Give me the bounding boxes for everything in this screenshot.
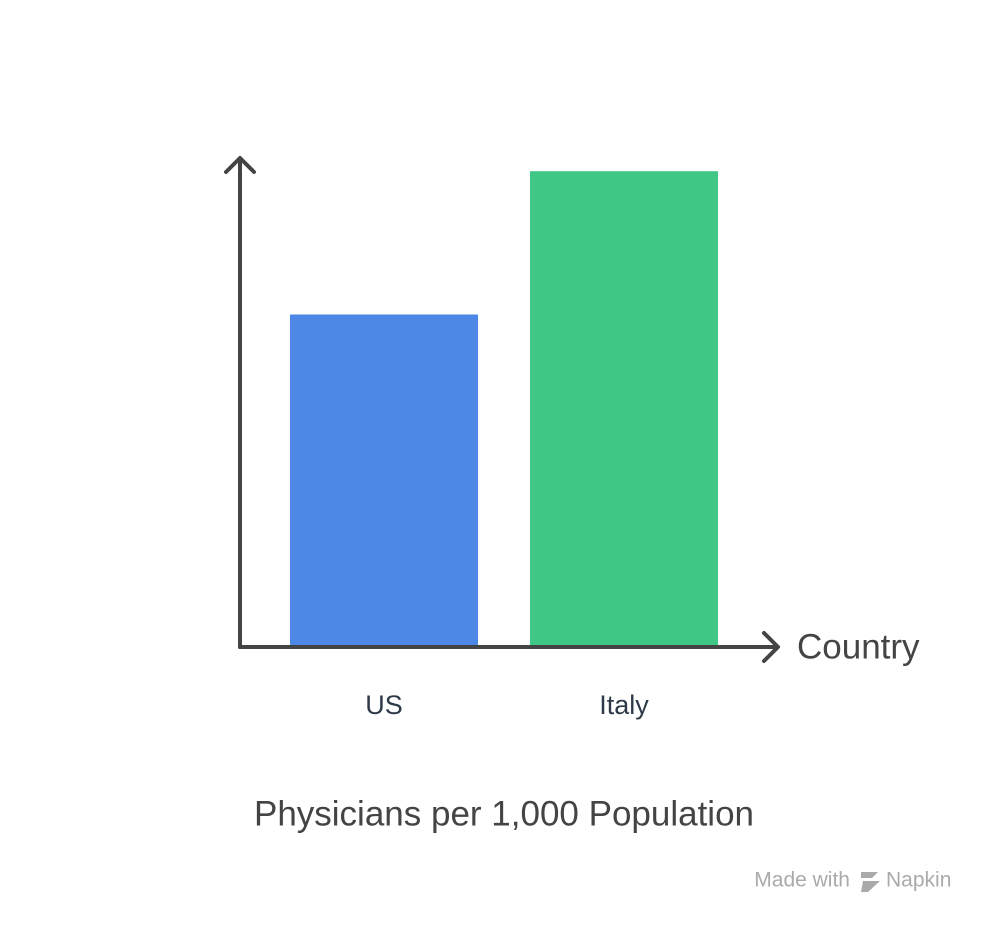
y-axis-arrow <box>224 156 256 174</box>
x-tick-label: US <box>365 690 403 720</box>
x-axis-arrow <box>762 631 780 663</box>
x-axis-label: Country <box>797 627 920 666</box>
chart-title: Physicians per 1,000 Population <box>254 794 754 833</box>
bar <box>530 171 718 647</box>
axes <box>224 156 780 663</box>
x-tick-label: Italy <box>599 690 649 720</box>
bar <box>290 314 478 647</box>
footer-prefix: Made with <box>754 869 850 892</box>
footer-brand: Napkin <box>886 869 951 892</box>
napkin-icon <box>861 872 880 892</box>
